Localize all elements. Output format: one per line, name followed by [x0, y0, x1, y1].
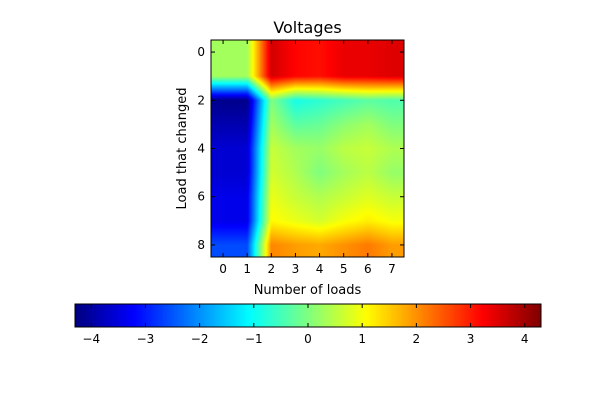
colorbar-tick-label: 3	[467, 332, 475, 346]
x-tick-label: 1	[243, 262, 251, 276]
colorbar-tick-label: 2	[413, 332, 421, 346]
heatmap-image	[211, 40, 404, 257]
chart-title: Voltages	[273, 18, 341, 37]
x-tick-label: 7	[388, 262, 396, 276]
colorbar-tick-label: −3	[137, 332, 155, 346]
y-axis-ticks: 0 2 4 6 8	[197, 45, 404, 252]
colorbar-tick-label: 0	[304, 332, 312, 346]
colorbar-tick-label: −2	[191, 332, 209, 346]
y-tick-label: 8	[197, 238, 205, 252]
x-tick-label: 0	[219, 262, 227, 276]
colorbar-tick-label: 4	[521, 332, 529, 346]
y-tick-label: 6	[197, 190, 205, 204]
heatmap-frame	[210, 39, 405, 258]
x-axis-label: Number of loads	[254, 283, 362, 298]
colorbar-tick-label: −1	[245, 332, 263, 346]
x-tick-label: 2	[267, 262, 275, 276]
colorbar-gradient	[75, 304, 541, 327]
y-tick-label: 2	[197, 93, 205, 107]
x-tick-label: 5	[340, 262, 348, 276]
x-tick-label: 3	[292, 262, 300, 276]
x-axis-ticks: 0 1 2 3 4 5 6 7	[219, 40, 396, 276]
colorbar-tick-label: 1	[358, 332, 366, 346]
y-axis-label: Load that changed	[175, 88, 190, 210]
y-tick-label: 0	[197, 45, 205, 59]
x-tick-label: 6	[364, 262, 372, 276]
y-tick-label: 4	[197, 142, 205, 156]
colorbar-ticks: −4 −3 −2 −1 0 1 2 3 4	[82, 304, 529, 346]
x-tick-label: 4	[316, 262, 324, 276]
colorbar-tick-label: −4	[82, 332, 100, 346]
